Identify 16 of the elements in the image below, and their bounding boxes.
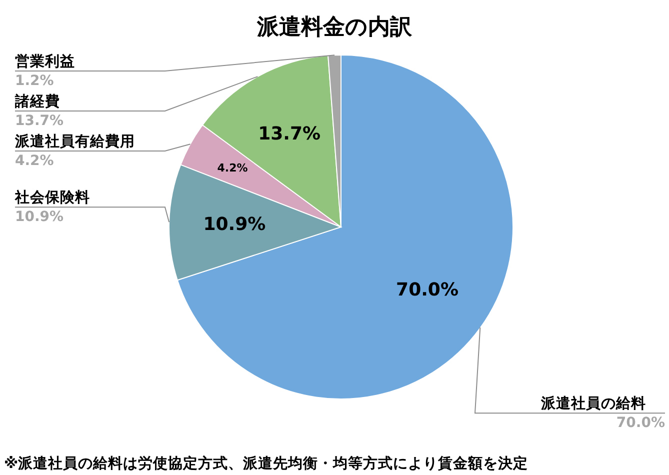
text: 70.0%	[616, 415, 665, 432]
slice-label: 派遣社員の給料	[540, 395, 646, 412]
text: ※派遣社員の給料は労使協定方式、派遣先均衡・均等方式により賃金額を決定	[4, 454, 528, 472]
data-label: 10.9%	[203, 214, 266, 235]
slice-label: 派遣社員有給費用	[14, 133, 135, 150]
text: 4.2%	[15, 153, 54, 169]
chart-title: 派遣料金の内訳	[256, 15, 413, 40]
data-label: 13.7%	[258, 124, 321, 145]
slice-label: 営業利益	[15, 53, 75, 70]
slice-label: 社会保険料	[14, 189, 90, 206]
text: 10.9%	[15, 209, 64, 226]
data-label: 1.2%	[15, 73, 54, 89]
slice-label: 諸経費	[14, 93, 60, 110]
data-label: 4.2%	[217, 161, 248, 174]
text: 13.7%	[15, 113, 64, 129]
data-label: 70.0%	[396, 280, 458, 301]
